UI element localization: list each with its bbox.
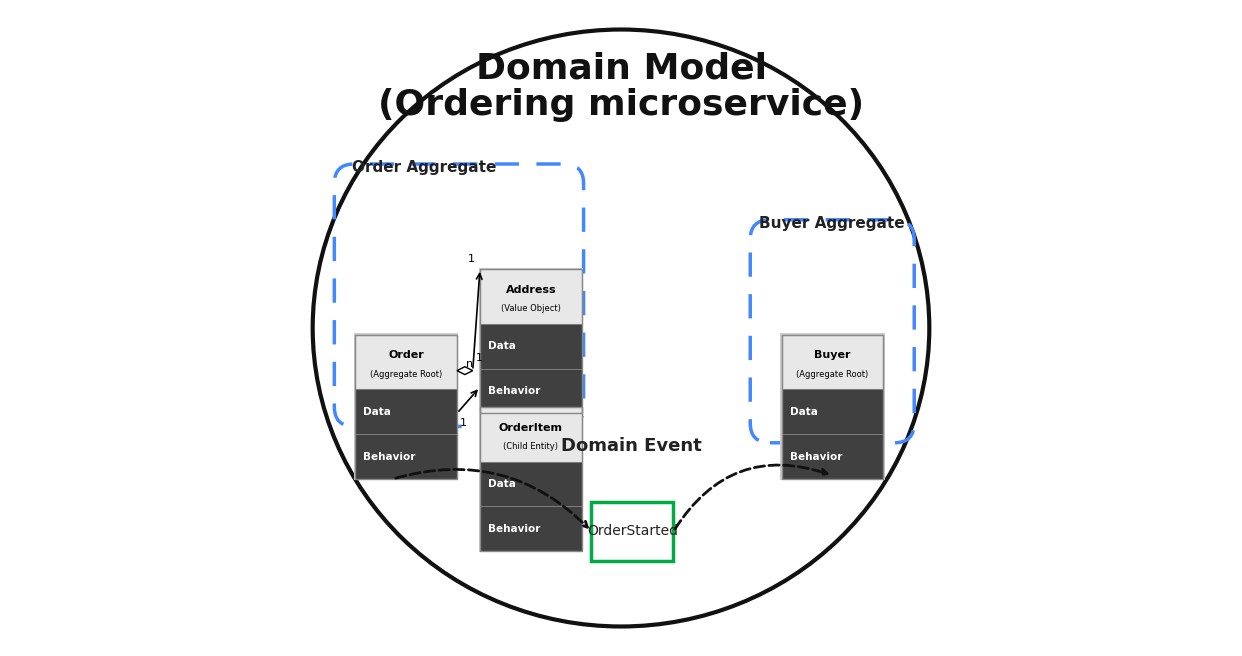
FancyBboxPatch shape <box>479 324 581 369</box>
FancyBboxPatch shape <box>479 407 581 462</box>
FancyBboxPatch shape <box>478 405 582 552</box>
Text: 1: 1 <box>468 255 476 264</box>
Text: 1: 1 <box>461 419 467 428</box>
Text: Domain Event: Domain Event <box>561 437 702 455</box>
FancyBboxPatch shape <box>355 390 457 434</box>
FancyBboxPatch shape <box>781 434 883 479</box>
FancyBboxPatch shape <box>355 434 457 479</box>
FancyBboxPatch shape <box>355 335 457 390</box>
Text: Order: Order <box>389 350 424 360</box>
Text: Domain Model: Domain Model <box>476 52 766 86</box>
FancyBboxPatch shape <box>479 369 581 413</box>
Text: Data: Data <box>364 407 391 417</box>
FancyBboxPatch shape <box>478 268 582 415</box>
FancyBboxPatch shape <box>479 462 581 506</box>
Text: n: n <box>466 359 473 369</box>
Text: (Aggregate Root): (Aggregate Root) <box>796 369 868 379</box>
Text: Buyer: Buyer <box>815 350 851 360</box>
FancyBboxPatch shape <box>479 269 581 324</box>
Text: OrderStarted: OrderStarted <box>587 524 678 539</box>
Text: (Ordering microservice): (Ordering microservice) <box>378 88 864 122</box>
Text: Behavior: Behavior <box>488 523 540 534</box>
FancyBboxPatch shape <box>479 506 581 551</box>
Text: Buyer Aggregate: Buyer Aggregate <box>759 216 905 230</box>
Text: Behavior: Behavior <box>364 451 416 462</box>
Polygon shape <box>457 367 473 375</box>
FancyBboxPatch shape <box>780 333 884 480</box>
Text: 1: 1 <box>476 353 483 363</box>
Text: OrderItem: OrderItem <box>499 422 563 432</box>
Text: (Value Object): (Value Object) <box>501 304 560 313</box>
Text: (Aggregate Root): (Aggregate Root) <box>370 369 442 379</box>
FancyBboxPatch shape <box>781 390 883 434</box>
Text: Data: Data <box>488 479 515 489</box>
Text: Address: Address <box>505 285 556 295</box>
Text: Order Aggregate: Order Aggregate <box>351 160 497 174</box>
Text: (Child Entity): (Child Entity) <box>503 441 559 451</box>
Text: Data: Data <box>790 407 817 417</box>
Text: Data: Data <box>488 341 515 351</box>
Text: Behavior: Behavior <box>488 386 540 396</box>
FancyBboxPatch shape <box>591 502 673 561</box>
FancyBboxPatch shape <box>354 333 458 480</box>
Text: Behavior: Behavior <box>790 451 842 462</box>
FancyBboxPatch shape <box>781 335 883 390</box>
